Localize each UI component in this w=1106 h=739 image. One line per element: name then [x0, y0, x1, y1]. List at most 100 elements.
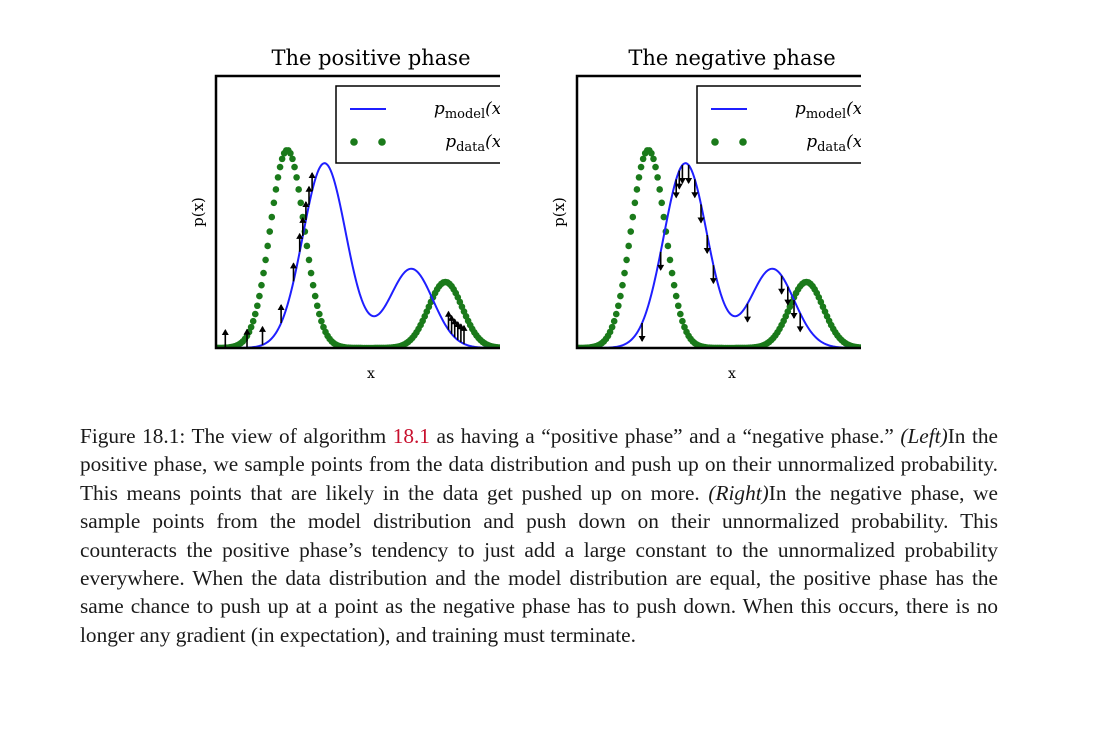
- data-point: [627, 228, 635, 235]
- data-point: [276, 163, 284, 171]
- legend-data-swatch: [739, 138, 747, 146]
- gradient-arrow-head: [277, 303, 285, 310]
- positive-phase-chart: The positive phase p(x) x pmodel(x) pdata(x): [170, 38, 500, 383]
- gradient-arrow-head: [451, 318, 459, 325]
- data-point: [291, 163, 298, 171]
- data-point: [658, 199, 666, 207]
- data-point: [664, 242, 672, 250]
- data-point: [266, 228, 274, 235]
- data-point: [654, 174, 661, 181]
- gradient-arrows: [221, 172, 468, 348]
- y-axis-label: p(x): [189, 197, 207, 227]
- data-point: [316, 310, 323, 318]
- legend-data-swatch: [350, 138, 358, 146]
- chart-title: The positive phase: [271, 46, 470, 70]
- x-axis-label: x: [367, 366, 375, 382]
- data-point: [610, 317, 618, 325]
- data-series-dots: [216, 147, 500, 348]
- caption-part-2: In the positive phase, we sample points …: [80, 424, 998, 505]
- data-point: [608, 323, 616, 331]
- legend-data-swatch: [711, 138, 719, 146]
- legend-data-swatch: [378, 138, 386, 146]
- data-point: [262, 256, 269, 264]
- data-point: [303, 242, 311, 250]
- negative-phase-chart: The negative phase p(x) x pmodel(x) pdata(x): [531, 38, 861, 383]
- caption-label: Figure 18.1: The view of algorithm: [80, 424, 393, 448]
- data-point: [289, 155, 296, 163]
- data-point: [633, 186, 641, 193]
- legend-model-label: pmodel(x): [434, 99, 500, 122]
- gradient-arrow-head: [703, 248, 711, 255]
- data-point: [256, 292, 263, 300]
- data-point: [679, 317, 686, 325]
- data-point: [621, 269, 628, 277]
- gradient-arrow-head: [290, 262, 297, 269]
- data-point: [305, 256, 313, 264]
- data-point: [617, 292, 624, 300]
- gradient-arrow-head: [796, 326, 804, 333]
- gradient-arrow-head: [302, 201, 310, 208]
- data-point: [254, 302, 261, 310]
- data-point: [629, 213, 637, 221]
- data-point: [251, 310, 259, 318]
- gradient-arrow-head: [675, 183, 683, 190]
- data-point: [674, 302, 682, 310]
- gradient-arrow-head: [685, 178, 693, 185]
- gradient-arrow-head: [638, 335, 646, 342]
- gradient-arrow-head: [221, 328, 229, 335]
- data-point: [648, 149, 655, 157]
- caption-right-marker: (Right): [708, 480, 769, 505]
- data-point: [260, 269, 267, 277]
- data-point: [272, 186, 280, 193]
- data-point: [656, 186, 663, 193]
- legend-model-label: pmodel(x): [795, 99, 861, 122]
- gradient-arrows: [638, 165, 804, 342]
- data-point: [672, 292, 680, 300]
- data-point: [295, 186, 302, 193]
- gradient-arrow-head: [445, 310, 452, 317]
- data-point: [270, 199, 278, 207]
- data-point: [650, 155, 657, 163]
- figure-caption: Figure 18.1: The view of algorithm 18.1 …: [80, 422, 998, 649]
- model-series-line: [577, 162, 861, 348]
- data-point: [623, 256, 630, 264]
- gradient-arrow-head: [460, 324, 468, 331]
- data-point: [313, 302, 321, 310]
- data-point: [274, 174, 282, 181]
- gradient-arrow-head: [691, 192, 699, 199]
- data-point: [635, 174, 643, 181]
- gradient-arrow-head: [744, 316, 751, 323]
- gradient-arrow-head: [308, 172, 316, 179]
- gradient-arrow-head: [299, 216, 307, 223]
- gradient-arrow-head: [784, 299, 792, 306]
- data-point: [311, 292, 319, 300]
- gradient-arrow-head: [448, 314, 456, 321]
- chart-legend: pmodel(x) pdata(x): [335, 85, 500, 164]
- legend-box: [335, 85, 500, 164]
- data-point: [625, 242, 632, 250]
- data-series-dots: [577, 147, 861, 348]
- chart-svg: The positive phase p(x) x pmodel(x) pdata(x): [189, 46, 500, 382]
- gradient-arrow-head: [790, 312, 798, 319]
- data-point: [307, 269, 315, 277]
- chart-svg: The negative phase p(x) x pmodel(x) pdata(x): [550, 46, 861, 382]
- data-point: [612, 310, 620, 318]
- data-point: [619, 281, 626, 289]
- data-point: [293, 174, 300, 181]
- data-point: [631, 199, 639, 207]
- data-point: [670, 281, 678, 289]
- gradient-arrow-head: [259, 325, 266, 332]
- caption-left-marker: (Left): [900, 424, 948, 448]
- gradient-arrow-head: [709, 278, 717, 285]
- legend-data-label: pdata(x): [806, 132, 861, 155]
- data-point: [309, 281, 317, 289]
- data-point: [639, 155, 647, 163]
- plot-area: [216, 147, 500, 348]
- data-point: [615, 302, 622, 310]
- caption-part-1: as having a “positive phase” and a “nega…: [429, 424, 901, 448]
- data-point: [258, 281, 265, 289]
- algorithm-reference-link[interactable]: 18.1: [392, 424, 430, 448]
- plot-area: [577, 147, 861, 348]
- legend-box: [696, 85, 861, 164]
- gradient-arrow-head: [243, 328, 251, 335]
